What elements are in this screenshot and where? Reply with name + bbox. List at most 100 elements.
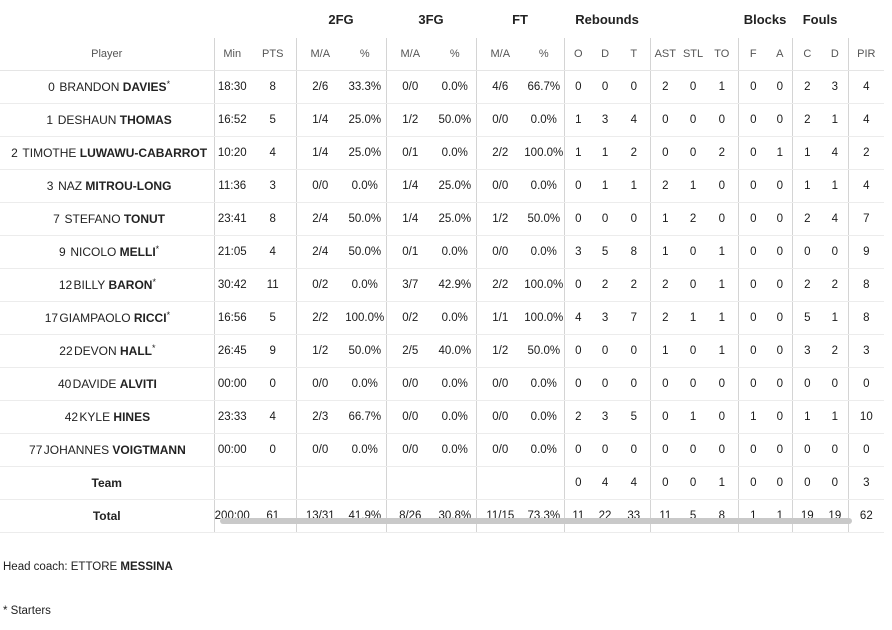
- cell-fouls-d: 0: [822, 367, 849, 401]
- player-number: 2: [11, 146, 18, 160]
- cell-ast: 1: [649, 334, 681, 368]
- cell-stl: 5: [680, 499, 707, 533]
- player-last-name: TONUT: [123, 212, 165, 226]
- player-last-name: MITROU-LONG: [85, 179, 172, 193]
- col-header-2fg-ma[interactable]: M/A: [295, 38, 344, 71]
- cell-2fg-ma: 2/4: [295, 235, 344, 269]
- cell-blk-f: 0: [737, 334, 769, 368]
- starter-marker: *: [166, 310, 171, 320]
- cell-blk-a: 0: [768, 235, 793, 269]
- player-name-cell[interactable]: 3 NAZ MITROU-LONG: [0, 169, 214, 203]
- table-row: 12BILLY BARON* 30:42 11 0/2 0.0% 3/7 42.9% 2/2 1…: [0, 268, 885, 302]
- cell-reb-t: 33: [618, 499, 651, 533]
- col-header-player[interactable]: Player: [0, 38, 214, 71]
- player-name-cell[interactable]: 22DEVON HALL*: [0, 334, 214, 368]
- group-spacer-3: [848, 0, 884, 38]
- player-last-name: THOMAS: [119, 113, 172, 127]
- starter-marker: *: [155, 244, 160, 254]
- cell-ft-ma: 1/2: [475, 202, 525, 236]
- cell-blk-a: 0: [768, 103, 793, 137]
- col-header-blk-a[interactable]: A: [768, 38, 793, 71]
- col-header-ft-pct[interactable]: %: [524, 38, 565, 71]
- cell-2fg-ma: 13/31: [295, 499, 344, 533]
- cell-reb-d: 3: [592, 103, 619, 137]
- cell-reb-t: 0: [618, 70, 651, 104]
- cell-ast: 0: [649, 367, 681, 401]
- cell-to: 1: [706, 70, 739, 104]
- player-name-cell[interactable]: 17GIAMPAOLO RICCI*: [0, 301, 214, 335]
- player-name-cell[interactable]: 12BILLY BARON*: [0, 268, 214, 302]
- cell-stl: 0: [680, 235, 707, 269]
- cell-fouls-c: 5: [791, 301, 823, 335]
- total-row-label: Total: [0, 499, 214, 533]
- player-last-name: HALL: [120, 344, 152, 358]
- col-header-pts[interactable]: PTS: [250, 38, 296, 71]
- cell-fouls-d: 0: [822, 235, 849, 269]
- cell-blk-a: 0: [768, 70, 793, 104]
- player-name-cell[interactable]: 9 NICOLO MELLI*: [0, 235, 214, 269]
- col-header-2fg-pct[interactable]: %: [344, 38, 387, 71]
- cell-3fg-ma: [385, 466, 435, 500]
- cell-3fg-pct: 42.9%: [434, 268, 477, 302]
- player-name-cell[interactable]: 7 STEFANO TONUT: [0, 202, 214, 236]
- col-header-blk-f[interactable]: F: [737, 38, 769, 71]
- cell-2fg-pct: 100.0%: [344, 301, 387, 335]
- cell-blk-f: 0: [737, 70, 769, 104]
- cell-ft-pct: 100.0%: [524, 136, 565, 170]
- cell-3fg-pct: 0.0%: [434, 400, 477, 434]
- player-name-cell[interactable]: 1 DESHAUN THOMAS: [0, 103, 214, 137]
- horizontal-scrollbar[interactable]: [220, 518, 852, 524]
- col-header-reb-t[interactable]: T: [618, 38, 651, 71]
- col-header-3fg-pct[interactable]: %: [434, 38, 477, 71]
- cell-reb-d: 2: [592, 268, 619, 302]
- cell-pts: 5: [250, 103, 296, 137]
- cell-pts: 0: [250, 367, 296, 401]
- cell-reb-o: 0: [563, 367, 593, 401]
- cell-pts: 9: [250, 334, 296, 368]
- player-name-cell[interactable]: 2 TIMOTHE LUWAWU-CABARROT: [0, 136, 214, 170]
- cell-2fg-pct: 50.0%: [344, 202, 387, 236]
- cell-2fg-ma: 0/0: [295, 433, 344, 467]
- cell-blk-f: 0: [737, 301, 769, 335]
- cell-blk-f: 0: [737, 202, 769, 236]
- cell-to: 1: [706, 334, 739, 368]
- cell-ft-pct: 73.3%: [524, 499, 565, 533]
- cell-pir: 4: [847, 103, 885, 137]
- cell-reb-o: 1: [563, 103, 593, 137]
- col-header-reb-o[interactable]: O: [563, 38, 593, 71]
- cell-pts: 8: [250, 202, 296, 236]
- cell-pts: 0: [250, 433, 296, 467]
- group-rebounds: Rebounds: [575, 11, 639, 27]
- player-name-cell[interactable]: 77JOHANNES VOIGTMANN: [0, 433, 214, 467]
- total-row: Total 200:00 61 13/31 41.9% 8/26 30.8% 11/15 73.…: [0, 499, 885, 533]
- col-header-reb-d[interactable]: D: [592, 38, 619, 71]
- cell-to: 1: [706, 268, 739, 302]
- player-name-cell[interactable]: 0 BRANDON DAVIES*: [0, 70, 214, 104]
- cell-pts: 4: [250, 235, 296, 269]
- col-header-min[interactable]: Min: [213, 38, 250, 71]
- cell-ft-pct: 50.0%: [524, 202, 565, 236]
- player-last-name: VOIGTMANN: [112, 443, 186, 457]
- cell-ast: 2: [649, 169, 681, 203]
- cell-ast: 2: [649, 301, 681, 335]
- cell-ft-pct: 0.0%: [524, 235, 565, 269]
- player-number: 9: [58, 245, 66, 259]
- table-row: 2 TIMOTHE LUWAWU-CABARROT 10:20 4 1/4 25.0% 0/…: [0, 136, 885, 170]
- col-header-ast[interactable]: AST: [649, 38, 681, 71]
- col-header-fouls-d[interactable]: D: [822, 38, 849, 71]
- table-row: 17GIAMPAOLO RICCI* 16:56 5 2/2 100.0% 0/2 0.0%…: [0, 301, 885, 335]
- col-header-3fg-ma[interactable]: M/A: [385, 38, 435, 71]
- col-header-ft-ma[interactable]: M/A: [475, 38, 525, 71]
- cell-ast: 0: [649, 136, 681, 170]
- col-header-pir[interactable]: PIR: [847, 38, 885, 71]
- player-name-cell[interactable]: 40DAVIDE ALVITI: [0, 367, 214, 401]
- head-coach-last-name: MESSINA: [120, 561, 173, 573]
- table-row: 0 BRANDON DAVIES* 18:30 8 2/6 33.3% 0/0 0.0% 4/6…: [0, 70, 885, 104]
- col-header-stl[interactable]: STL: [680, 38, 707, 71]
- cell-fouls-d: 2: [822, 268, 849, 302]
- col-header-fouls-c[interactable]: C: [791, 38, 823, 71]
- player-name-cell[interactable]: 42KYLE HINES: [0, 400, 214, 434]
- col-header-to[interactable]: TO: [706, 38, 739, 71]
- cell-reb-o: 0: [563, 169, 593, 203]
- cell-blk-a: 0: [768, 433, 793, 467]
